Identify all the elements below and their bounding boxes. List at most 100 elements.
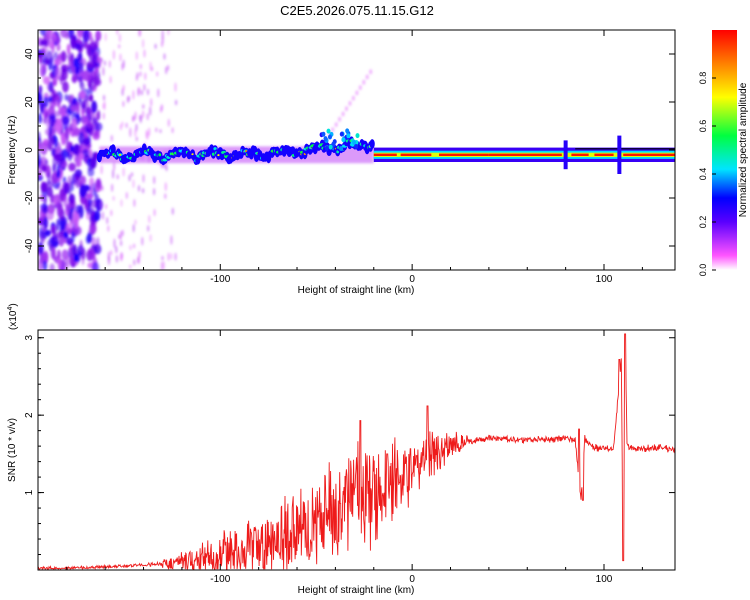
heatmap-noise-blob <box>86 61 95 69</box>
signal-blob-excursion <box>331 141 336 147</box>
signal-blob-excursion <box>345 128 350 134</box>
heatmap-noise-blob <box>73 57 80 69</box>
heatmap-streak-blob <box>351 95 355 101</box>
colorbar-tick-label: 0.0 <box>698 264 708 277</box>
heatmap-noise-blob <box>69 200 76 210</box>
heatmap-noise-blob <box>64 127 70 140</box>
heatmap-noise-blob <box>86 43 93 57</box>
heatmap-noise-blob <box>133 198 136 208</box>
heatmap-noise-blob <box>56 205 64 218</box>
signal-blob-excursion <box>328 144 333 150</box>
signal-blob-excursion <box>341 137 346 143</box>
heatmap-noise-blob <box>91 100 98 114</box>
heatmap-noise-blob <box>61 136 66 146</box>
heatmap-noise-blob <box>129 127 132 138</box>
heatmap-noise-blob <box>95 78 102 86</box>
heatmap-streak-blob <box>338 116 342 122</box>
heatmap-noise-blob <box>129 264 132 269</box>
signal-core-segment <box>373 153 397 156</box>
snr-scale-prefix: (x10 <box>8 310 19 330</box>
heatmap-noise-blob <box>95 122 103 132</box>
heatmap-noise-blob <box>69 252 74 267</box>
heatmap-noise-blob <box>157 88 160 98</box>
spectrogram-y-tick-label: 0 <box>24 147 35 153</box>
heatmap-noise-blob <box>49 263 55 270</box>
heatmap-noise-blob <box>142 104 145 109</box>
heatmap-noise-blob <box>74 169 83 178</box>
heatmap-noise-blob <box>170 235 173 245</box>
snr-scale-suffix: ) <box>8 303 19 306</box>
heatmap-noise-blob <box>48 96 53 103</box>
signal-core-segment <box>488 153 562 156</box>
heatmap-streak-blob <box>355 90 359 96</box>
heatmap-noise-blob <box>162 260 165 270</box>
heatmap-noise-blob <box>57 257 62 270</box>
heatmap-noise-blob <box>135 51 138 61</box>
heatmap-noise-blob <box>104 32 107 42</box>
heatmap-noise-blob <box>48 130 53 143</box>
heatmap-noise-blob <box>119 240 123 247</box>
heatmap-noise-blob <box>55 110 61 118</box>
heatmap-noise-blob <box>148 127 151 137</box>
heatmap-noise-blob <box>80 81 85 92</box>
heatmap-noise-blob <box>119 230 123 241</box>
heatmap-noise-blob <box>38 51 43 58</box>
heatmap-noise-blob <box>127 95 131 102</box>
spectrogram-x-label: Height of straight line (km) <box>298 285 415 296</box>
heatmap-noise-blob <box>107 225 110 232</box>
heatmap-noise-blob <box>95 178 102 189</box>
heatmap-noise-blob <box>118 33 122 43</box>
signal-blob-excursion <box>346 133 351 139</box>
heatmap-streak-blob <box>362 79 366 85</box>
heatmap-noise-blob <box>70 104 78 112</box>
heatmap-noise-blob <box>88 148 93 159</box>
heatmap-noise-blob <box>115 245 118 254</box>
heatmap-noise-blob <box>167 30 170 36</box>
heatmap-noise-blob <box>63 195 68 207</box>
heatmap-noise-blob <box>40 45 49 53</box>
heatmap-noise-blob <box>68 162 76 172</box>
heatmap-noise-blob <box>166 64 170 71</box>
spectrogram-panel: -100 0 100 -40 -20 0 20 40 Height of straight l… <box>7 29 676 296</box>
heatmap-noise-blob <box>90 36 94 47</box>
heatmap-noise-blob <box>104 203 108 210</box>
heatmap-noise-blob <box>62 81 69 93</box>
heatmap-noise-blob <box>89 224 97 234</box>
heatmap-noise-blob <box>84 198 89 210</box>
heatmap-noise-blob <box>110 209 113 217</box>
snr-scale-exponent: 4 <box>7 307 14 311</box>
colorbar: 0.0 0.2 0.4 0.6 0.8 Normalized spectral ampl… <box>698 30 749 276</box>
heatmap-noise-blob <box>79 239 83 253</box>
signal-blob-core <box>162 158 168 162</box>
heatmap-noise-blob <box>101 211 105 220</box>
heatmap-noise-blob <box>112 161 116 171</box>
heatmap-noise-blob <box>73 154 77 163</box>
colorbar-ticks: 0.0 0.2 0.4 0.6 0.8 <box>698 72 716 277</box>
heatmap-noise-blob <box>79 90 86 100</box>
heatmap-noise-blob <box>107 255 111 266</box>
heatmap-noise-blob <box>78 152 84 161</box>
heatmap-noise-blob <box>120 253 123 262</box>
heatmap-noise-blob <box>112 49 116 60</box>
heatmap-noise-blob <box>143 83 146 91</box>
heatmap-noise-blob <box>52 79 57 86</box>
heatmap-noise-blob <box>128 174 131 182</box>
heatmap-noise-blob <box>125 122 128 128</box>
heatmap-noise-blob <box>53 153 62 161</box>
heatmap-noise-blob <box>44 110 49 120</box>
heatmap-noise-blob <box>159 106 163 113</box>
heatmap-noise-blob <box>146 88 150 96</box>
heatmap-noise-blob <box>54 36 61 45</box>
signal-blob-excursion <box>326 128 331 134</box>
spectrogram-y-label: Frequency (Hz) <box>7 116 18 185</box>
spectrogram-y-tick-label: 20 <box>24 96 35 108</box>
heatmap-noise-blob <box>38 85 43 93</box>
heatmap-streak-blob <box>345 106 348 112</box>
heatmap-noise-blob <box>164 193 167 200</box>
heatmap-noise-blob <box>48 124 53 135</box>
heatmap-noise-blob <box>139 114 142 124</box>
heatmap-noise-blob <box>51 137 55 146</box>
signal-blob-excursion <box>328 134 332 140</box>
snr-x-label: Height of straight line (km) <box>298 585 415 596</box>
